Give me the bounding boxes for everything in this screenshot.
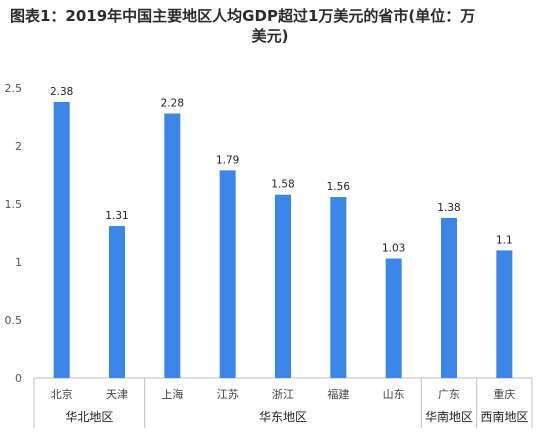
title-line-1: 图表1：2019年中国主要地区人均GDP超过1万美元的省市(单位：万 xyxy=(10,7,476,25)
bar xyxy=(53,101,70,379)
bar xyxy=(275,194,291,378)
data-label: 1.79 xyxy=(216,154,239,166)
bar xyxy=(219,170,236,378)
data-label: 1.1 xyxy=(496,234,513,246)
group-label: 西南地区 xyxy=(480,409,528,424)
category-label: 北京 xyxy=(51,387,73,401)
data-label: 1.31 xyxy=(105,210,128,222)
category-label: 江苏 xyxy=(217,388,239,401)
category-label: 重庆 xyxy=(493,387,515,401)
bar xyxy=(109,226,125,378)
y-tick-label: 2.5 xyxy=(5,82,23,95)
bar xyxy=(164,113,181,379)
bar xyxy=(385,258,402,378)
y-tick-label: 1 xyxy=(15,256,22,269)
y-tick-label: 0 xyxy=(15,372,22,385)
group-label: 华南地区 xyxy=(425,409,473,424)
chart-title: 图表1：2019年中国主要地区人均GDP超过1万美元的省市(单位：万 美元) xyxy=(10,6,530,46)
bar xyxy=(330,197,347,378)
data-label: 2.38 xyxy=(50,86,73,98)
category-label: 天津 xyxy=(106,388,128,401)
category-label: 上海 xyxy=(161,387,183,401)
category-label: 山东 xyxy=(383,388,405,401)
bar xyxy=(441,217,457,378)
data-label: 1.03 xyxy=(382,243,405,255)
group-label: 华东地区 xyxy=(259,410,307,424)
y-tick-label: 1.5 xyxy=(5,198,23,211)
data-label: 1.56 xyxy=(327,181,351,193)
category-label: 福建 xyxy=(327,387,349,401)
bar xyxy=(496,250,513,378)
data-label: 2.28 xyxy=(161,98,184,110)
y-tick-label: 2 xyxy=(15,140,22,153)
y-tick-label: 0.5 xyxy=(5,314,23,327)
category-label: 浙江 xyxy=(272,388,294,401)
group-label: 华北地区 xyxy=(65,410,113,424)
title-line-2: 美元) xyxy=(251,27,289,45)
data-label: 1.58 xyxy=(271,179,294,191)
data-label: 1.38 xyxy=(437,202,460,214)
category-label: 广东 xyxy=(438,388,460,401)
